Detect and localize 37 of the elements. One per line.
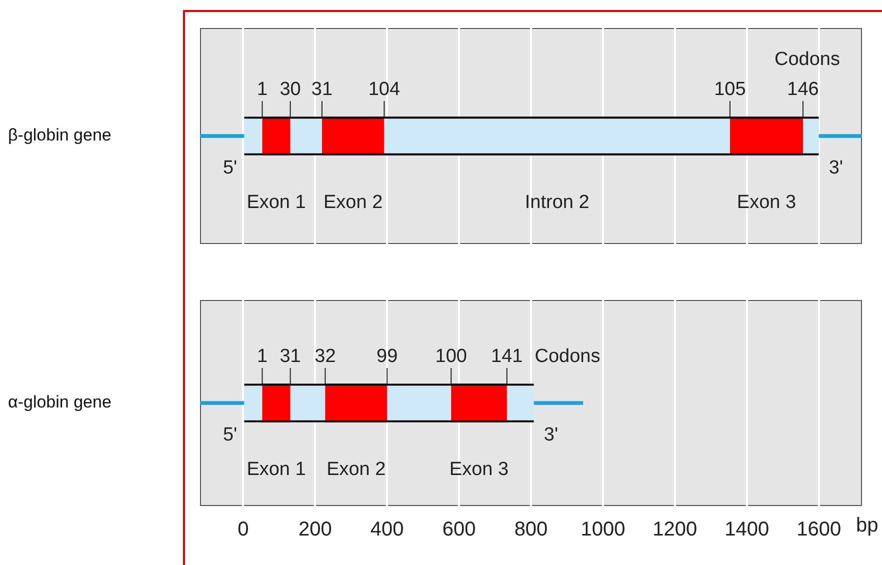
text: Exon 1: [246, 192, 306, 214]
text: Intron 2: [524, 192, 590, 214]
annotation: 99: [376, 346, 398, 367]
x-tick-label: 1400: [724, 518, 770, 541]
annotation: Codons: [774, 49, 840, 70]
x-tick-label: 1200: [652, 518, 698, 541]
annotation: 31: [311, 79, 333, 100]
text: Exon 3: [736, 192, 796, 214]
text: Exon 2: [326, 459, 386, 480]
annotation: 1: [256, 346, 268, 367]
annotation: 141: [491, 346, 523, 367]
annotation: 3': [544, 424, 558, 446]
x-tick-label: 400: [370, 518, 404, 541]
annotation: 3': [828, 158, 844, 179]
annotation: 31: [280, 346, 301, 367]
annotation: 5': [222, 158, 238, 179]
y-tick-label: β-globin gene: [8, 126, 112, 145]
annotation: 105: [714, 79, 746, 100]
x-tick-label: 0: [238, 518, 249, 541]
x-tick-label: 1000: [580, 518, 626, 541]
annotation: 5': [222, 424, 238, 446]
x-tick-label: 1600: [796, 518, 842, 541]
annotation: 30: [280, 79, 301, 100]
y-tick-label: α-globin gene: [8, 392, 112, 412]
x-tick-label: 600: [442, 518, 476, 541]
text: Exon 3: [449, 459, 509, 480]
text: Exon 1: [246, 459, 306, 480]
x-axis-title: bp: [856, 514, 878, 537]
annotation: 146: [787, 79, 819, 100]
annotation: 100: [435, 346, 467, 367]
annotation: 1: [256, 79, 268, 100]
x-tick-label: 800: [514, 518, 548, 541]
x-tick-label: 200: [298, 518, 332, 541]
annotation: 104: [368, 79, 400, 100]
text: Exon 2: [324, 192, 383, 214]
annotation: 32: [314, 346, 336, 367]
annotation: Codons: [534, 346, 600, 367]
